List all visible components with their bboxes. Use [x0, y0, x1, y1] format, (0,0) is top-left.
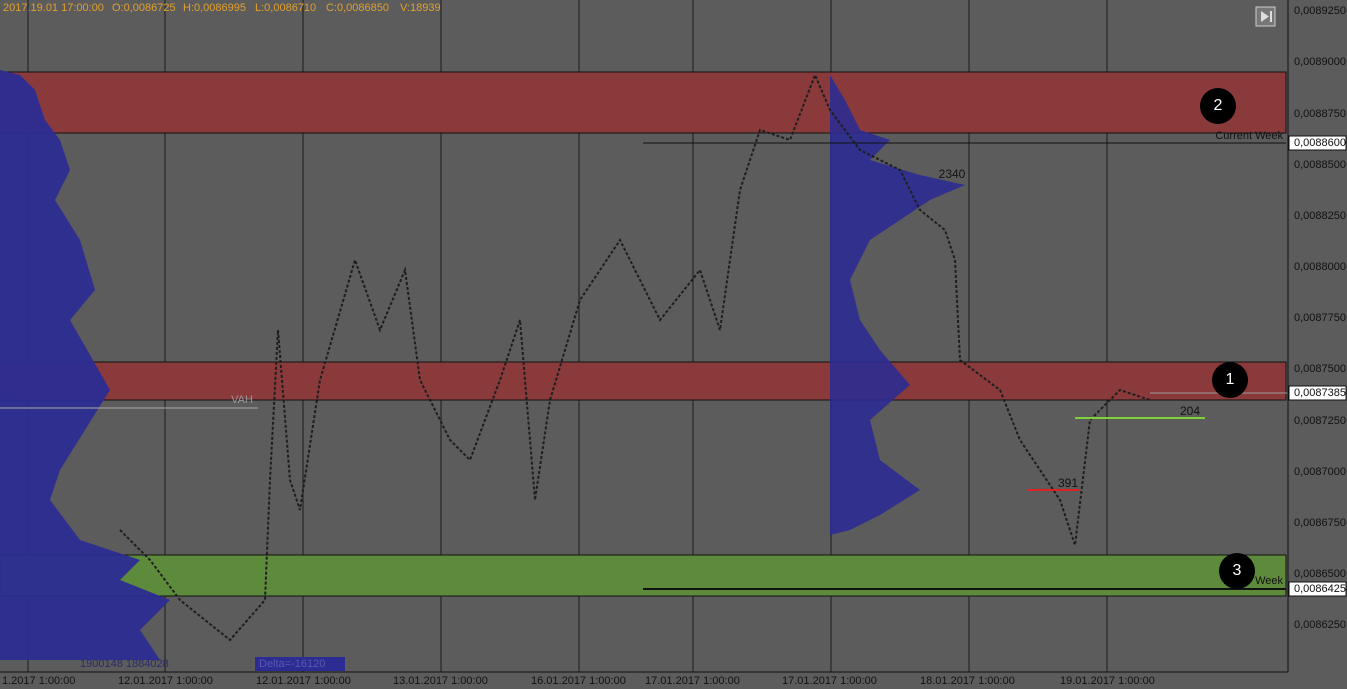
time-label: 12.01.2017 1:00:00: [118, 675, 213, 687]
marker-label: 1: [1226, 371, 1235, 388]
time-label: 13.01.2017 1:00:00: [393, 675, 488, 687]
header-open: O:0,0086725: [112, 2, 176, 14]
resistance-zone: [0, 361, 1287, 401]
price-label: 0,0089250: [1294, 5, 1346, 17]
price-label: 0,0088500: [1294, 159, 1346, 171]
marker: [1212, 362, 1248, 398]
delta-stat: Delta=-16120: [259, 658, 325, 670]
price-label: 0,0086250: [1294, 619, 1346, 631]
header-low: L:0,0086710: [255, 2, 316, 14]
header-time: 2017.19.01 17:00:00: [3, 2, 104, 14]
price-label: 0,0088250: [1294, 210, 1346, 222]
price-label: 0,0087750: [1294, 312, 1346, 324]
annotation: VAH: [231, 394, 253, 406]
time-label: 19.01.2017 1:00:00: [1060, 675, 1155, 687]
delta-box: [255, 657, 345, 671]
annotation: Week: [1255, 575, 1283, 587]
price-label: 0,0086750: [1294, 517, 1346, 529]
time-label: 17.01.2017 1:00:00: [645, 675, 740, 687]
header-volume: V:18939: [400, 2, 441, 14]
annotation: 204: [1180, 404, 1200, 418]
header-high: H:0,0086995: [183, 2, 246, 14]
resistance-zone: [0, 71, 1287, 134]
annotation: Current Week: [1215, 130, 1283, 142]
annotation: 2340: [939, 167, 966, 181]
time-labels: 1.2017 1:00:00 12.01.2017 1:00:00 12.01.…: [2, 675, 1155, 687]
time-label: 18.01.2017 1:00:00: [920, 675, 1015, 687]
header-close: C:0,0086850: [326, 2, 389, 14]
time-label: 12.01.2017 1:00:00: [256, 675, 351, 687]
price-label: 0,0087385: [1294, 387, 1346, 399]
marker: [1200, 88, 1236, 124]
price-label: 0,0086500: [1294, 568, 1346, 580]
price-box: [1288, 135, 1347, 151]
price-label: 0,0087250: [1294, 415, 1346, 427]
annotation: 391: [1058, 476, 1078, 490]
price-label: 0,0088600: [1294, 137, 1346, 149]
price-axis: [1288, 0, 1347, 689]
volume-profile: [0, 70, 170, 660]
volume-stat: 1900148 1884028: [80, 658, 169, 670]
zone-markers: 2 1 3: [1200, 88, 1255, 589]
price-labels: 0,0089250 0,0089000 0,0088750 0,0088600 …: [1294, 5, 1346, 631]
scroll-icon: [1261, 11, 1272, 22]
price-label: 0,0089000: [1294, 56, 1346, 68]
header: 2017.19.01 17:00:00 O:0,0086725 H:0,0086…: [3, 2, 441, 14]
price-label: 0,0087000: [1294, 466, 1346, 478]
time-label: 1.2017 1:00:00: [2, 675, 75, 687]
price-label: 0,0087500: [1294, 363, 1346, 375]
marker-label: 2: [1214, 97, 1223, 114]
volume-profile: [830, 75, 965, 535]
price-bars: [119, 72, 1151, 642]
price-label: 0,0086425: [1294, 583, 1346, 595]
time-label: 17.01.2017 1:00:00: [782, 675, 877, 687]
price-box: [1288, 581, 1347, 597]
price-box: [1288, 385, 1347, 401]
price-label: 0,0088750: [1294, 108, 1346, 120]
marker-label: 3: [1233, 562, 1242, 579]
marker: [1219, 553, 1255, 589]
time-label: 16.01.2017 1:00:00: [531, 675, 626, 687]
price-label: 0,0088000: [1294, 261, 1346, 273]
